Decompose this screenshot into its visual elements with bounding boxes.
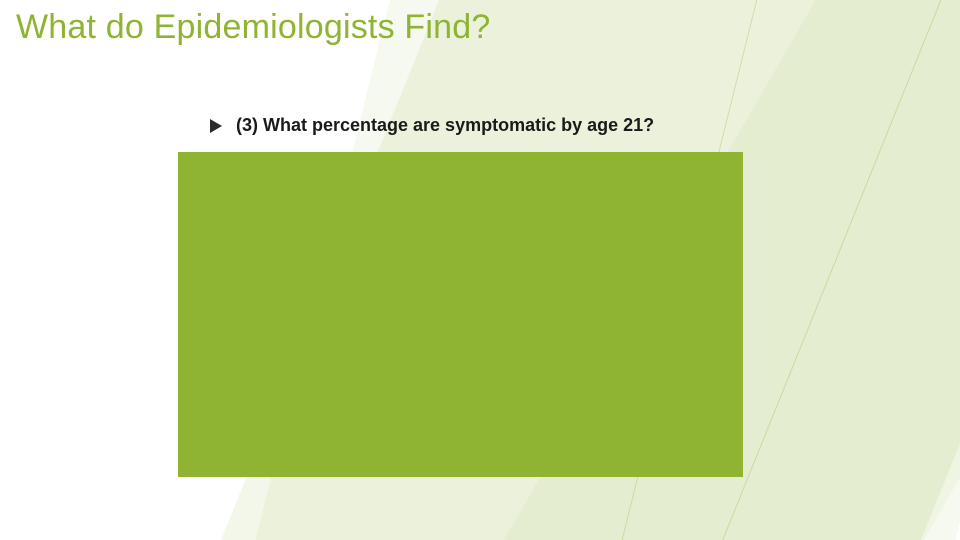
bullet-item-1: (3) What percentage are symptomatic by a… [210, 115, 654, 136]
content-box [178, 152, 743, 477]
bullet-text-1: (3) What percentage are symptomatic by a… [236, 115, 654, 136]
play-icon [210, 119, 222, 133]
slide-title: What do Epidemiologists Find? [16, 8, 490, 47]
slide: What do Epidemiologists Find? (3) What p… [0, 0, 960, 540]
